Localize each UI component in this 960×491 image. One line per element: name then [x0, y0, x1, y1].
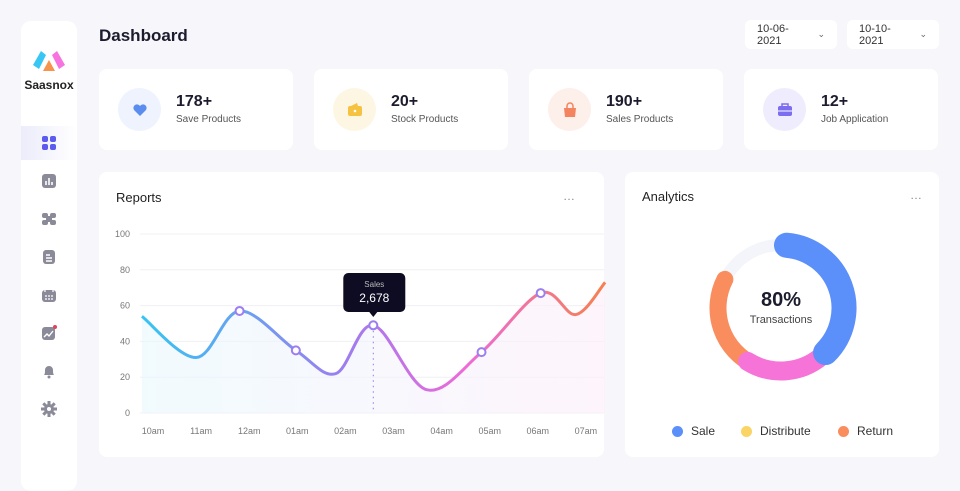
bell-icon [44, 366, 54, 379]
document-icon [43, 250, 55, 264]
legend-dot-icon [838, 425, 849, 437]
data-point[interactable] [368, 320, 379, 331]
sidebar-item-apps[interactable] [21, 202, 77, 236]
stat-value: 20+ [391, 93, 419, 110]
data-point[interactable] [535, 288, 546, 299]
y-tick-label: 40 [120, 336, 130, 346]
stat-label: Job Application [821, 114, 889, 125]
x-tick-label: 04am [430, 426, 453, 436]
stat-label: Save Products [176, 114, 242, 125]
y-tick-label: 80 [120, 265, 130, 275]
legend-label: Return [857, 424, 894, 438]
reports-menu-button[interactable]: … [563, 189, 576, 203]
sidebar-item-calendar[interactable] [21, 278, 77, 312]
legend-label: Distribute [760, 424, 811, 438]
legend-label: Sale [691, 424, 716, 438]
legend-item: Distribute [741, 424, 811, 438]
reports-title: Reports [116, 190, 162, 205]
tooltip-value: 2,678 [359, 291, 389, 305]
wallet-icon [333, 88, 376, 131]
stat-card: 12+ Job Application [744, 69, 938, 150]
y-tick-label: 20 [120, 372, 130, 382]
analytics-menu-button[interactable]: … [910, 188, 923, 202]
trend-icon [42, 325, 57, 340]
donut-segment[interactable] [738, 346, 831, 381]
x-tick-label: 10am [142, 426, 165, 436]
tooltip-label: Sales [364, 280, 384, 289]
sidebar: Saasnox [21, 21, 77, 491]
sidebar-item-trend[interactable] [21, 316, 77, 350]
bar-chart-icon [42, 174, 56, 188]
sidebar-item-document[interactable] [21, 240, 77, 274]
heart-icon [118, 88, 161, 131]
stat-value: 178+ [176, 93, 213, 110]
apps-icon [42, 213, 56, 225]
legend-item: Sale [672, 424, 715, 438]
x-tick-label: 11am [190, 426, 212, 436]
date-to-value: 10-10-2021 [859, 22, 891, 47]
stat-label: Stock Products [391, 114, 459, 125]
donut-center-value: 80% [760, 289, 802, 311]
y-tick-label: 0 [125, 408, 130, 418]
data-point[interactable] [476, 347, 487, 358]
data-point[interactable] [290, 345, 301, 356]
sidebar-item-gear[interactable] [21, 392, 77, 426]
donut-center-label: Transactions [749, 314, 813, 326]
reports-chart: 0 20 40 60 80 100 10am 11am 12am 01am 02am 03am 04am… [115, 229, 607, 436]
sidebar-item-bar-chart[interactable] [21, 164, 77, 198]
sidebar-item-grid[interactable] [21, 126, 77, 160]
saasnox-logo [33, 51, 65, 71]
calendar-icon [42, 288, 56, 302]
x-tick-label: 07am [575, 426, 598, 436]
chevron-down-icon: ⌄ [817, 29, 825, 39]
stat-card: 20+ Stock Products [314, 69, 508, 150]
stat-card: 178+ Save Products [99, 69, 293, 150]
y-tick-label: 60 [120, 301, 130, 311]
x-tick-label: 05am [478, 426, 501, 436]
bag-icon [548, 88, 591, 131]
analytics-title: Analytics [642, 189, 695, 204]
date-from-value: 10-06-2021 [757, 22, 789, 47]
gear-icon [41, 401, 57, 417]
date-to-select[interactable]: 10-10-2021 ⌄ [847, 20, 939, 49]
donut-segment[interactable] [773, 232, 857, 366]
analytics-card: Analytics … [625, 172, 939, 457]
legend-dot-icon [741, 425, 752, 437]
x-tick-label: 06am [527, 426, 550, 436]
data-point[interactable] [234, 305, 245, 316]
tooltip [343, 273, 406, 312]
x-tick-label: 01am [286, 426, 309, 436]
legend-dot-icon [672, 425, 683, 437]
briefcase-icon [763, 88, 806, 131]
page-title: Dashboard [99, 26, 188, 45]
y-tick-label: 100 [115, 229, 130, 239]
grid-icon [42, 136, 56, 150]
stat-value: 190+ [606, 93, 643, 110]
date-from-select[interactable]: 10-06-2021 ⌄ [745, 20, 837, 49]
x-tick-label: 03am [382, 426, 405, 436]
analytics-donut [709, 232, 857, 381]
x-tick-label: 12am [238, 426, 261, 436]
stat-value: 12+ [821, 93, 849, 110]
x-tick-label: 02am [334, 426, 357, 436]
stat-label: Sales Products [606, 114, 674, 125]
chevron-down-icon: ⌄ [919, 29, 927, 39]
brand-name: Saasnox [24, 78, 74, 92]
stat-card: 190+ Sales Products [529, 69, 723, 150]
sidebar-item-bell[interactable] [21, 354, 77, 388]
legend-item: Return [838, 424, 893, 438]
